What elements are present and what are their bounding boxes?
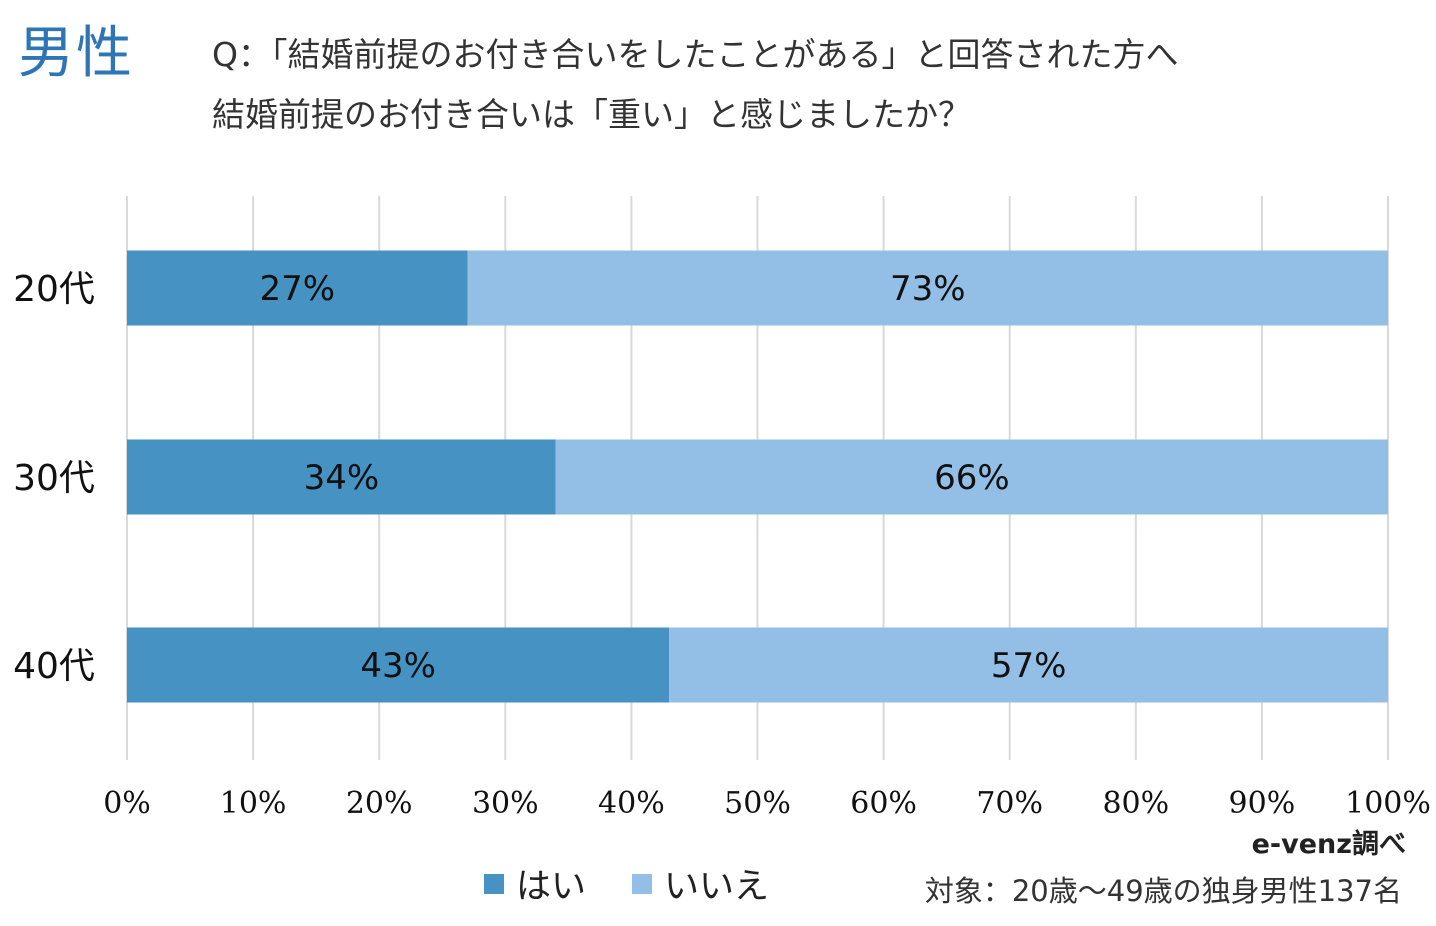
category-label: 40代 <box>13 646 95 687</box>
bar-segment <box>127 250 468 326</box>
legend-item-yes: はい <box>484 858 586 909</box>
question-line-2: 結婚前提のお付き合いは「重い」と感じましたか？ <box>212 95 971 134</box>
bar-segment <box>127 627 670 703</box>
legend-swatch-no <box>632 873 653 894</box>
target-note: 対象：20歳〜49歳の独身男性137名 <box>924 874 1402 908</box>
x-tick-label: 40% <box>598 786 665 821</box>
legend-swatch-yes <box>484 873 504 894</box>
data-label: 57% <box>991 646 1067 686</box>
x-tick-label: 100% <box>1345 786 1431 821</box>
category-label: 30代 <box>13 458 95 499</box>
x-tick-label: 60% <box>850 786 917 821</box>
x-tick-label: 50% <box>724 786 791 821</box>
data-label: 73% <box>890 269 966 309</box>
x-tick-label: 70% <box>976 786 1043 821</box>
x-tick-label: 30% <box>472 786 539 821</box>
x-tick-label: 90% <box>1229 786 1296 821</box>
legend: はい いいえ <box>484 858 815 909</box>
legend-label-no: いいえ <box>664 867 770 907</box>
bar-segment <box>555 439 1388 515</box>
legend-label-yes: はい <box>516 867 587 907</box>
bar-layer <box>127 250 1389 703</box>
x-tick-label: 0% <box>103 786 151 821</box>
bar-segment <box>127 439 556 515</box>
legend-item-no: いいえ <box>632 858 769 909</box>
question-line-1: Q：「結婚前提のお付き合いをしたことがある」と回答された方へ <box>212 35 1179 74</box>
data-label: 43% <box>360 646 436 686</box>
x-tick-label: 10% <box>220 786 287 821</box>
data-label: 27% <box>259 269 335 309</box>
source-note: e-venz調べ <box>1251 829 1406 860</box>
label-layer: 0% 10% 20% 30% 40% 50% 60% 70% 80% 90% 100% 20代 27% 7… <box>13 269 1431 821</box>
x-tick-label: 80% <box>1102 786 1169 821</box>
data-label: 66% <box>934 458 1010 498</box>
bar-segment <box>467 250 1389 326</box>
x-tick-label: 20% <box>346 786 413 821</box>
gender-label: 男性 <box>18 21 134 86</box>
category-label: 20代 <box>13 269 95 310</box>
bar-segment <box>669 627 1388 703</box>
data-label: 34% <box>304 458 380 498</box>
